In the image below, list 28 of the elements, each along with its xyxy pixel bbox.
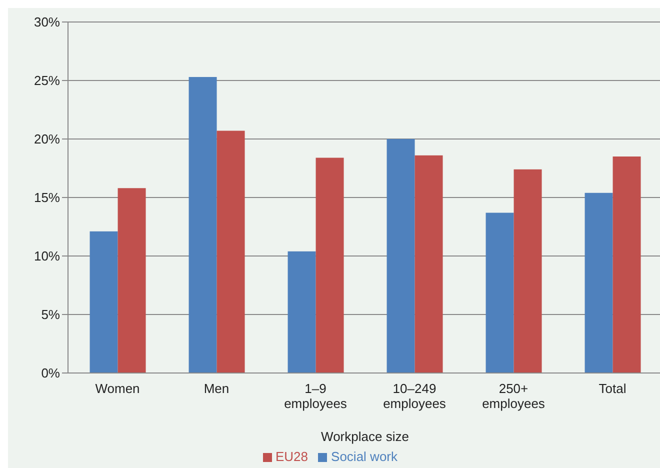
bar bbox=[188, 76, 217, 373]
bar bbox=[288, 251, 316, 373]
bar bbox=[584, 192, 613, 373]
bar bbox=[216, 130, 245, 373]
x-tick-label: 1–9 employees bbox=[284, 381, 348, 411]
y-tick-label: 15% bbox=[34, 190, 60, 206]
y-tick-label: 5% bbox=[41, 307, 60, 322]
bar bbox=[514, 169, 542, 373]
x-tick-label: 10–249 employees bbox=[383, 381, 446, 411]
legend-label: Social work bbox=[331, 449, 398, 464]
y-tick-label: 0% bbox=[41, 366, 60, 381]
y-tick-label: 30% bbox=[34, 14, 60, 30]
legend-label: EU28 bbox=[276, 449, 308, 464]
x-tick-label: 250+ employees bbox=[482, 381, 546, 411]
bar bbox=[118, 188, 146, 373]
x-tick-label: Men bbox=[204, 381, 230, 396]
x-tick-label: Women bbox=[95, 381, 140, 396]
bar bbox=[316, 158, 344, 373]
y-tick-label: 25% bbox=[34, 73, 60, 88]
x-tick-label: Total bbox=[598, 381, 626, 396]
bar bbox=[486, 212, 514, 373]
bar bbox=[90, 231, 118, 373]
x-axis-title: Workplace size bbox=[321, 429, 409, 444]
bar bbox=[414, 155, 443, 373]
bar bbox=[612, 156, 641, 373]
bar bbox=[386, 139, 415, 373]
y-tick-label: 20% bbox=[34, 132, 60, 147]
y-tick-label: 10% bbox=[34, 248, 60, 264]
